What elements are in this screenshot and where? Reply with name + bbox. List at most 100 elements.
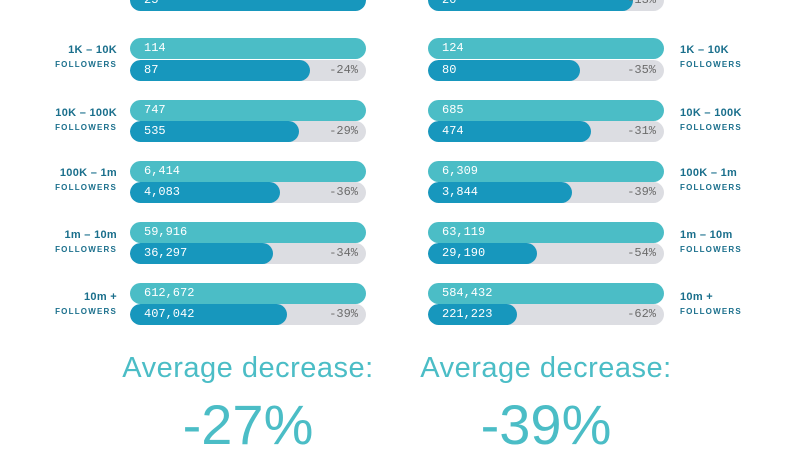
category-name: 1m – 10m [64, 229, 117, 241]
value-label-after-0: 25 [144, 0, 159, 7]
category-name: 10K – 100K [55, 107, 117, 119]
value-label-before-5: 584,432 [442, 286, 493, 300]
value-label-before-2: 747 [144, 103, 166, 117]
value-label-before-2: 685 [442, 103, 464, 117]
value-label-after-0: 20 [442, 0, 457, 7]
change-label-0: -13% [627, 0, 656, 7]
category-name: 10m + [680, 291, 713, 303]
bar-before-1 [130, 38, 366, 59]
bar-after-4 [428, 243, 537, 264]
bar-after-3 [428, 182, 572, 203]
bar-track-4 [428, 243, 664, 264]
bar-before-4 [428, 222, 664, 243]
category-name: 100K – 1m [59, 167, 117, 179]
bar-after-3 [130, 182, 280, 203]
value-label-before-5: 612,672 [144, 286, 195, 300]
category-sublabel: FOLLOWERS [55, 123, 117, 132]
bar-after-4 [130, 243, 273, 264]
category-sublabel: FOLLOWERS [55, 307, 117, 316]
category-label-left-4: 1m – 10m FOLLOWERS [0, 229, 117, 254]
bar-before-3 [130, 161, 366, 182]
bar-track-3 [130, 182, 366, 203]
category-label-right-2: 10K – 100K FOLLOWERS [680, 107, 800, 132]
bar-after-5 [428, 304, 517, 325]
value-label-after-3: 3,844 [442, 185, 479, 199]
bar-track-1 [428, 60, 664, 81]
change-label-2: -31% [627, 124, 656, 138]
left-average-label: Average decrease: [122, 352, 374, 384]
category-label-right-1: 1K – 10K FOLLOWERS [680, 44, 800, 69]
value-label-after-2: 535 [144, 124, 166, 138]
bar-before-5 [130, 283, 366, 304]
value-label-after-5: 407,042 [144, 307, 195, 321]
bar-track-3 [428, 182, 664, 203]
bar-track-1 [130, 60, 366, 81]
category-sublabel: FOLLOWERS [55, 183, 117, 192]
category-label-right-5: 10m + FOLLOWERS [680, 291, 800, 316]
change-label-1: -35% [627, 63, 656, 77]
change-label-5: -62% [627, 307, 656, 321]
value-label-before-3: 6,414 [144, 164, 181, 178]
bar-track-0 [130, 0, 366, 11]
value-label-after-3: 4,083 [144, 185, 181, 199]
bar-before-1 [428, 38, 664, 59]
value-label-after-1: 87 [144, 63, 159, 77]
category-label-left-2: 10K – 100K FOLLOWERS [0, 107, 117, 132]
bar-after-1 [130, 60, 310, 81]
category-name: 1K – 10K [680, 44, 729, 56]
category-label-right-4: 1m – 10m FOLLOWERS [680, 229, 800, 254]
category-sublabel: FOLLOWERS [55, 60, 117, 69]
bar-track-0 [428, 0, 664, 11]
value-label-after-4: 29,190 [442, 246, 486, 260]
value-label-after-4: 36,297 [144, 246, 188, 260]
value-label-after-2: 474 [442, 124, 464, 138]
change-label-2: -29% [329, 124, 358, 138]
category-name: 10K – 100K [680, 107, 742, 119]
bar-after-5 [130, 304, 287, 325]
value-label-before-4: 63,119 [442, 225, 486, 239]
bar-track-2 [428, 121, 664, 142]
change-label-3: -39% [627, 185, 656, 199]
right-average-value: -39% [480, 393, 612, 456]
category-name: 1m – 10m [680, 229, 733, 241]
change-label-3: -36% [329, 185, 358, 199]
category-name: 1K – 10K [68, 44, 117, 56]
change-label-5: -39% [329, 307, 358, 321]
bar-after-0 [428, 0, 633, 11]
bar-track-5 [130, 304, 366, 325]
category-name: 100K – 1m [680, 167, 738, 179]
bar-track-5 [428, 304, 664, 325]
bar-track-2 [130, 121, 366, 142]
bar-before-3 [428, 161, 664, 182]
category-sublabel: FOLLOWERS [680, 245, 742, 254]
change-label-1: -24% [329, 63, 358, 77]
right-average-label: Average decrease: [420, 352, 672, 384]
category-label-left-5: 10m + FOLLOWERS [0, 291, 117, 316]
bar-after-1 [428, 60, 580, 81]
change-label-4: -54% [627, 246, 656, 260]
category-sublabel: FOLLOWERS [680, 123, 742, 132]
category-name: 10m + [84, 291, 117, 303]
value-label-before-1: 114 [144, 41, 166, 55]
left-average-value: -27% [182, 393, 314, 456]
bar-track-4 [130, 243, 366, 264]
bar-before-2 [130, 100, 366, 121]
category-label-left-3: 100K – 1m FOLLOWERS [0, 167, 117, 192]
bar-before-4 [130, 222, 366, 243]
value-label-before-3: 6,309 [442, 164, 479, 178]
category-sublabel: FOLLOWERS [680, 60, 742, 69]
bar-after-2 [130, 121, 299, 142]
category-label-right-3: 100K – 1m FOLLOWERS [680, 167, 800, 192]
change-label-4: -34% [329, 246, 358, 260]
category-sublabel: FOLLOWERS [680, 307, 742, 316]
value-label-after-5: 221,223 [442, 307, 493, 321]
category-label-left-1: 1K – 10K FOLLOWERS [0, 44, 117, 69]
value-label-before-4: 59,916 [144, 225, 188, 239]
value-label-after-1: 80 [442, 63, 457, 77]
bar-after-0 [130, 0, 366, 11]
bar-after-2 [428, 121, 591, 142]
category-sublabel: FOLLOWERS [680, 183, 742, 192]
bar-before-5 [428, 283, 664, 304]
value-label-before-1: 124 [442, 41, 464, 55]
bar-before-2 [428, 100, 664, 121]
